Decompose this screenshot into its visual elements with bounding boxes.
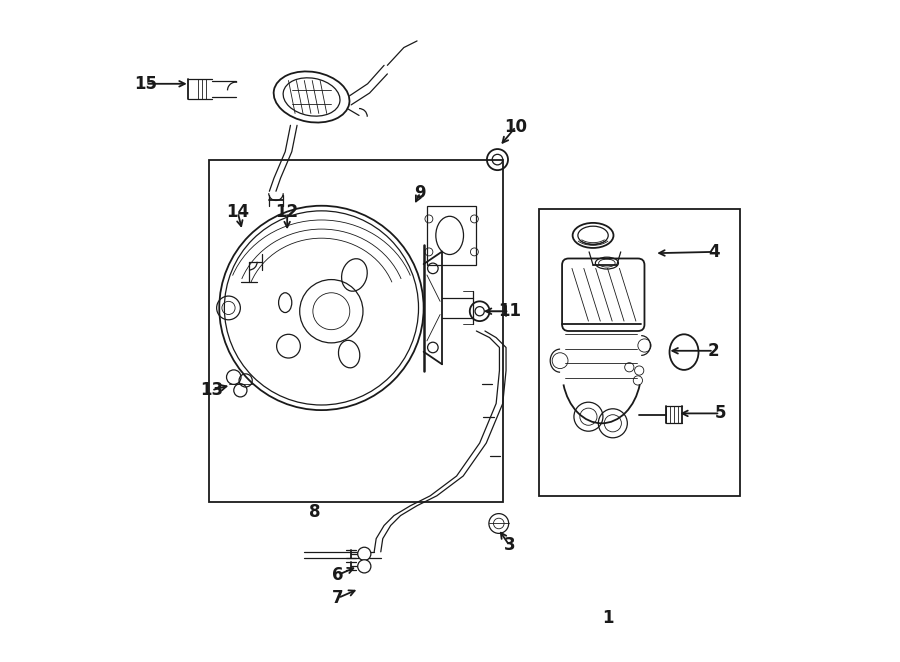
Bar	[427, 206, 476, 265]
Text: 6: 6	[332, 566, 344, 584]
Bar	[210, 160, 503, 502]
Text: 5: 5	[715, 404, 726, 422]
Circle shape	[357, 547, 371, 561]
Text: 14: 14	[226, 203, 249, 221]
Text: 10: 10	[504, 118, 527, 136]
Text: 12: 12	[275, 203, 299, 221]
Text: 11: 11	[498, 303, 521, 320]
Bar	[539, 209, 740, 496]
Text: 7: 7	[332, 589, 344, 607]
Text: 13: 13	[200, 381, 223, 399]
Text: 8: 8	[309, 503, 320, 521]
Circle shape	[357, 560, 371, 573]
Text: 1: 1	[602, 609, 614, 627]
Text: 4: 4	[708, 243, 719, 261]
Text: 2: 2	[708, 342, 719, 359]
Text: 15: 15	[134, 75, 157, 93]
Text: 9: 9	[415, 183, 426, 201]
Text: 3: 3	[503, 536, 515, 554]
